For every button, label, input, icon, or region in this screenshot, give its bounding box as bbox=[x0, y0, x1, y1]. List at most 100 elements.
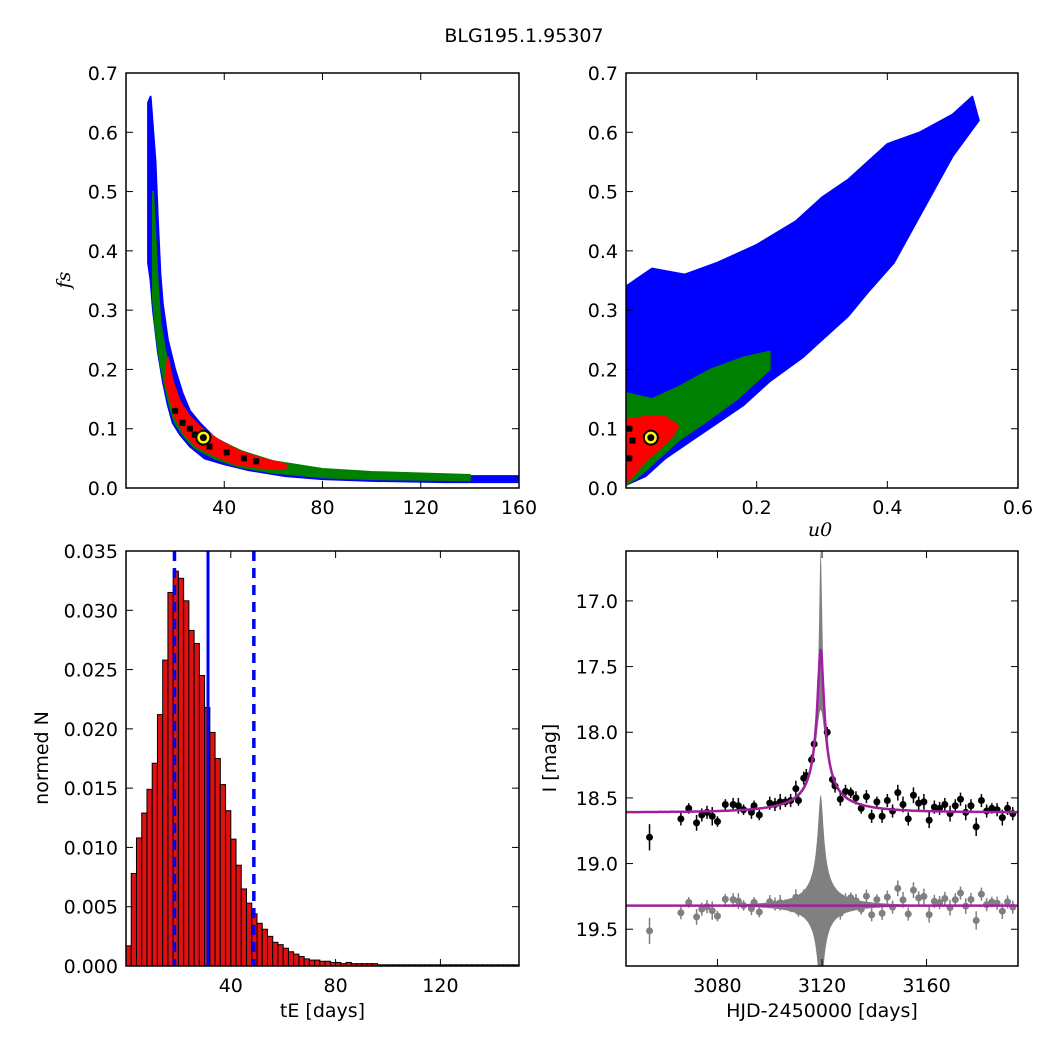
residual-point bbox=[951, 896, 959, 904]
x-tick-label: 0.6 bbox=[1003, 497, 1033, 519]
data-point bbox=[883, 797, 891, 805]
x-tick-label: 80 bbox=[324, 975, 348, 997]
histogram-bar bbox=[193, 642, 200, 966]
y-axis-label: normed N bbox=[31, 711, 53, 805]
peak-cell bbox=[172, 407, 179, 414]
residual-point bbox=[847, 894, 855, 902]
histogram-bar bbox=[162, 659, 169, 966]
residual-point bbox=[750, 898, 758, 906]
residual-point bbox=[899, 896, 907, 904]
residual-point bbox=[977, 890, 985, 898]
x-tick-label: 3160 bbox=[902, 975, 950, 997]
histogram-bar bbox=[135, 837, 143, 966]
histogram-bar bbox=[266, 935, 274, 966]
peak-cell bbox=[206, 443, 213, 450]
data-point bbox=[915, 799, 923, 807]
data-point bbox=[857, 804, 865, 812]
y-tick-label: 0.1 bbox=[588, 419, 618, 441]
data-point bbox=[693, 819, 701, 827]
x-tick-label: 3080 bbox=[693, 975, 741, 997]
residual-point bbox=[878, 909, 886, 917]
y-tick-label: 0.030 bbox=[64, 600, 118, 622]
histogram-bar bbox=[277, 944, 284, 966]
residual-point bbox=[868, 911, 876, 919]
y-tick-label: 0.000 bbox=[64, 956, 118, 978]
data-point bbox=[646, 833, 654, 841]
panel-fs_vs_tE-axes: 40 80 120 160 0.0 0.1 0.2 0.3 0.4 0.5 0.6 0.7 bbox=[88, 63, 537, 519]
y-tick-label: 0.0 bbox=[88, 478, 118, 500]
panel-tE_histogram-data bbox=[126, 551, 519, 966]
y-tick-label: 0.6 bbox=[588, 122, 618, 144]
peak-cell bbox=[191, 431, 198, 438]
peak-cell bbox=[223, 449, 230, 456]
data-point bbox=[941, 800, 949, 808]
data-point bbox=[836, 795, 844, 803]
histogram-bar bbox=[235, 864, 242, 966]
histogram-bar bbox=[256, 922, 263, 966]
histogram-bar bbox=[209, 731, 216, 966]
data-point bbox=[904, 815, 912, 823]
residual-point bbox=[857, 905, 865, 913]
data-point bbox=[729, 800, 737, 808]
y-tick-label: 0.3 bbox=[88, 300, 118, 322]
data-point bbox=[766, 799, 774, 807]
data-point bbox=[972, 823, 980, 831]
histogram-bar bbox=[293, 953, 300, 966]
x-axis-label: HJD-2450000 [days] bbox=[726, 1000, 918, 1022]
residual-point bbox=[646, 927, 654, 935]
histogram-bar bbox=[172, 570, 179, 966]
histogram-bar bbox=[126, 945, 132, 966]
residual-point bbox=[904, 910, 912, 918]
peak-cell bbox=[629, 437, 636, 444]
data-point bbox=[792, 785, 800, 793]
residual-point bbox=[909, 886, 917, 894]
data-point bbox=[794, 797, 802, 805]
histogram-bar bbox=[146, 788, 153, 966]
residual-point bbox=[920, 892, 928, 900]
y-tick-label: 0.6 bbox=[88, 122, 118, 144]
confidence-region-2sigma bbox=[626, 350, 771, 486]
data-point bbox=[734, 802, 742, 810]
histogram-bar bbox=[261, 928, 268, 966]
data-point bbox=[878, 812, 886, 820]
residual-point bbox=[852, 897, 860, 905]
y-tick-label: 0.0 bbox=[588, 478, 618, 500]
data-point bbox=[909, 791, 917, 799]
residual-point bbox=[698, 905, 706, 913]
histogram-bar bbox=[130, 873, 137, 966]
y-tick-label: 0.010 bbox=[64, 837, 118, 859]
residual-point bbox=[930, 897, 938, 905]
panel-lightcurve-axes: 3080 3120 3160 17.0 17.5 18.0 18.5 19.0 19.5 bbox=[576, 550, 1019, 997]
data-point bbox=[977, 797, 985, 805]
histogram-bar bbox=[240, 888, 248, 966]
data-point bbox=[721, 800, 729, 808]
data-point bbox=[708, 812, 716, 820]
residual-point bbox=[873, 896, 881, 904]
data-point bbox=[852, 794, 860, 802]
panel-fs_vs_tE-data bbox=[147, 95, 519, 484]
y-tick-label: 0.020 bbox=[64, 719, 118, 741]
histogram-bar bbox=[151, 762, 158, 966]
data-point bbox=[677, 815, 685, 823]
histogram-bar bbox=[282, 947, 289, 966]
histogram-bar bbox=[272, 941, 279, 966]
y-tick-label: 0.1 bbox=[88, 419, 118, 441]
data-point bbox=[698, 811, 706, 819]
residual-point bbox=[677, 909, 685, 917]
best-fit-marker-center bbox=[647, 434, 655, 442]
histogram-bar bbox=[188, 629, 195, 966]
y-tick-label: 19.0 bbox=[576, 854, 618, 876]
y-axis-label: I [mag] bbox=[539, 724, 561, 793]
data-point bbox=[998, 814, 1006, 822]
y-tick-label: 18.5 bbox=[576, 788, 618, 810]
y-tick-label: 18.0 bbox=[576, 722, 618, 744]
residual-point bbox=[998, 907, 1006, 915]
histogram-bar bbox=[167, 592, 174, 966]
data-point bbox=[899, 800, 907, 808]
residual-point bbox=[957, 889, 965, 897]
y-tick-label: 0.4 bbox=[88, 241, 118, 263]
x-axis-label: u0 bbox=[808, 519, 832, 541]
panel-fs_vs_u0-axes: 0.2 0.4 0.6 0.0 0.1 0.2 0.3 0.4 0.5 0.6 0.7 bbox=[588, 63, 1033, 519]
x-tick-label: 160 bbox=[501, 497, 537, 519]
data-point bbox=[713, 818, 721, 826]
